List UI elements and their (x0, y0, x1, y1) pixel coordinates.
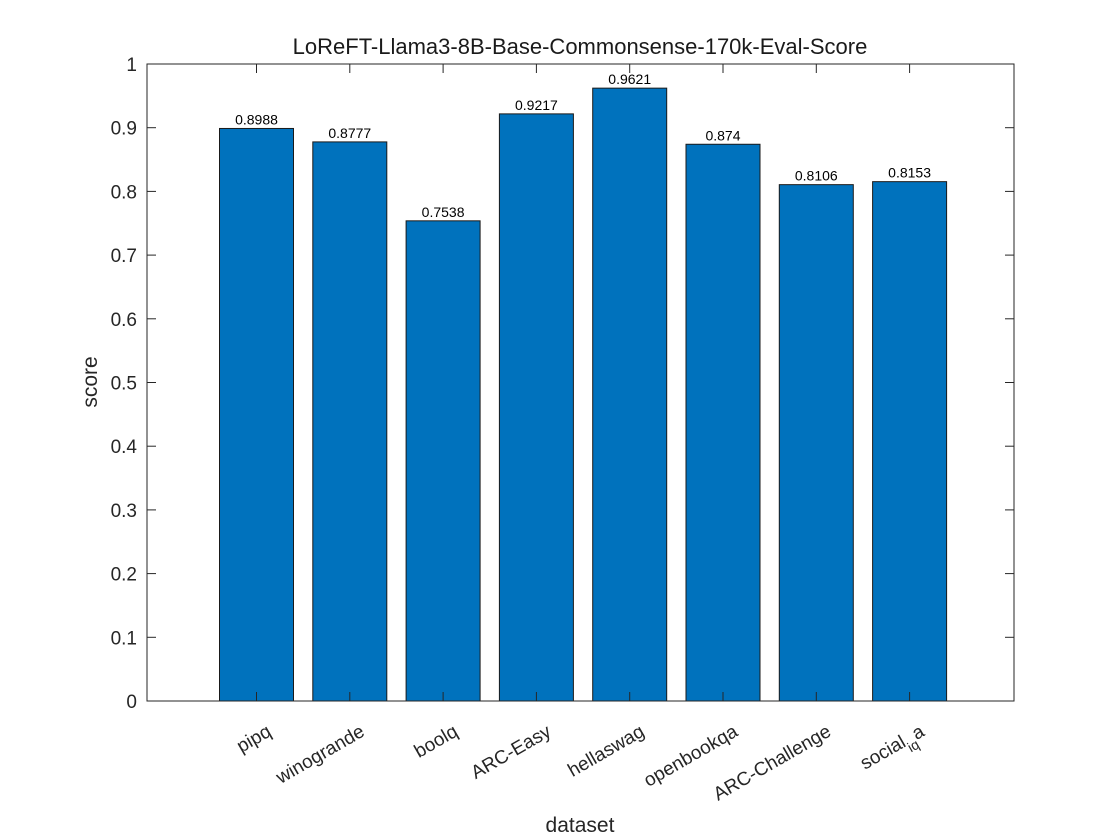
y-tick-label: 1 (126, 55, 137, 76)
y-tick-label: 0 (126, 692, 137, 713)
bar-value-label: 0.9621 (608, 71, 651, 87)
bar-value-label: 0.8106 (795, 168, 838, 184)
y-axis-label: score (79, 356, 102, 407)
y-tick-label: 0.1 (111, 628, 137, 649)
y-tick-label: 0.2 (111, 565, 137, 586)
x-tick-label: pipq (233, 721, 275, 757)
bar (498, 113, 574, 702)
x-tick-label: hellaswag (565, 721, 649, 781)
plot-area: 0.89880.87770.75380.92170.96210.8740.810… (111, 55, 1015, 805)
y-tick-label: 0.5 (111, 374, 137, 395)
bar (685, 143, 761, 702)
bar-value-label: 0.8153 (888, 165, 931, 181)
x-tick-label: ARC-Easy (468, 721, 556, 784)
bar (872, 181, 948, 702)
x-axis-label: dataset (546, 814, 615, 837)
bar-value-label: 0.874 (705, 127, 740, 143)
y-tick-label: 0.7 (111, 246, 137, 267)
chart-title: LoReFT-Llama3-8B-Base-Commonsense-170k-E… (293, 34, 868, 59)
bar (312, 141, 388, 702)
x-tick-label: socialiqa (857, 721, 932, 780)
bar-value-label: 0.8777 (328, 125, 371, 141)
bar (592, 87, 668, 702)
bar (405, 220, 481, 702)
y-tick-label: 0.8 (111, 182, 137, 203)
bar-value-label: 0.8988 (235, 111, 278, 127)
y-tick-label: 0.6 (111, 310, 137, 331)
x-tick-label: boolq (411, 721, 462, 762)
bar-value-label: 0.9217 (515, 97, 558, 113)
y-tick-label: 0.9 (111, 119, 137, 140)
bar (219, 127, 294, 702)
y-tick-label: 0.4 (111, 437, 138, 458)
bar (778, 184, 854, 702)
x-tick-label: winogrande (272, 721, 368, 789)
bar-value-label: 0.7538 (422, 204, 465, 220)
y-tick-label: 0.3 (111, 501, 137, 522)
